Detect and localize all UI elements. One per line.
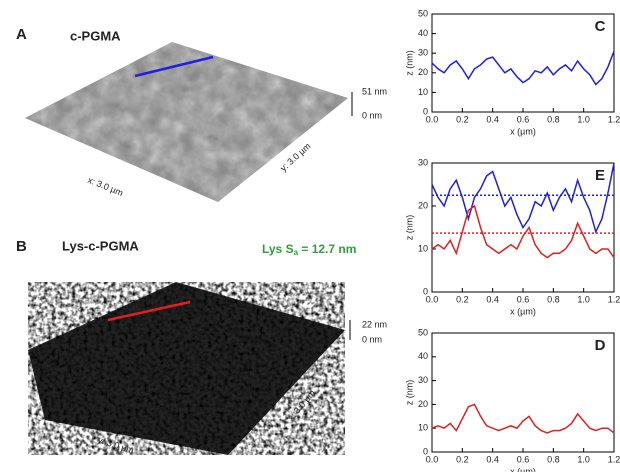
y-axis-label: z (nm) [404,215,414,241]
plot-frame [432,333,614,452]
y-tick-label: 40 [418,351,428,361]
x-tick-label: 0.8 [547,454,560,464]
panel-label: E [595,167,605,184]
x-tick-label: 0.2 [456,454,469,464]
afm-surface [28,282,345,455]
x-tick-label: 0.4 [486,294,499,304]
z-label: 22 nm [362,319,387,329]
annotation: Lys Sa = 12.7 nm [262,242,356,257]
x-tick-label: 0.8 [547,294,560,304]
figure: A c-PGMA 51 nm 0 nm x: 3.0 µm y: 3.0 µm … [0,0,620,472]
y-tick-label: 50 [418,327,428,337]
profile-line [432,163,614,232]
y-tick-label: 10 [418,423,428,433]
x-axis-label: x (µm) [510,126,536,136]
axis-label: x: 3.0 µm [86,175,124,198]
y-tick-label: 30 [418,157,428,167]
y-tick-label: 20 [418,67,428,77]
x-tick-label: 0.4 [486,454,499,464]
y-tick-label: 30 [418,375,428,385]
x-tick-label: 0.6 [517,114,530,124]
afm-surface [25,42,348,202]
x-tick-label: 0.0 [426,454,439,464]
x-axis-label: x (µm) [510,466,536,472]
x-tick-label: 0.6 [517,454,530,464]
profile-line [432,51,614,84]
y-axis-label: z (nm) [404,380,414,406]
x-tick-label: 0.0 [426,114,439,124]
panel-label: B [16,238,27,255]
x-tick-label: 0.0 [426,294,439,304]
y-axis-label: z (nm) [404,50,414,76]
x-tick-label: 0.2 [456,294,469,304]
x-tick-label: 0.2 [456,114,469,124]
x-tick-label: 1.2 [608,114,620,124]
annotation-text: = 12.7 nm [298,242,356,256]
plot-frame [432,14,614,112]
y-tick-label: 20 [418,200,428,210]
panel-label: D [595,337,606,354]
axis-label: x: 3.0 µm [286,388,318,423]
panel-title: Lys-c-PGMA [62,238,139,253]
y-tick-label: 20 [418,399,428,409]
y-tick-label: 40 [418,28,428,38]
z-label: 0 nm [362,110,382,120]
y-tick-label: 30 [418,48,428,58]
z-label: 0 nm [362,334,382,344]
x-tick-label: 1.2 [608,294,620,304]
x-tick-label: 0.6 [517,294,530,304]
annotation-text: Lys S [262,242,294,256]
x-tick-label: 1.2 [608,454,620,464]
panel-title: c-PGMA [70,28,121,43]
y-tick-label: 10 [418,87,428,97]
x-axis-label: x (µm) [510,306,536,316]
panel-label: C [595,18,606,35]
x-tick-label: 0.8 [547,114,560,124]
y-tick-label: 50 [418,8,428,18]
y-tick-label: 10 [418,243,428,253]
x-tick-label: 1.0 [577,454,590,464]
profile-line [432,206,614,258]
z-label: 51 nm [362,86,387,96]
axis-label: y: 3.0 µm [97,435,135,456]
x-tick-label: 0.4 [486,114,499,124]
panel-label: A [16,26,27,43]
x-tick-label: 1.0 [577,294,590,304]
profile-line [432,404,614,433]
x-tick-label: 1.0 [577,114,590,124]
